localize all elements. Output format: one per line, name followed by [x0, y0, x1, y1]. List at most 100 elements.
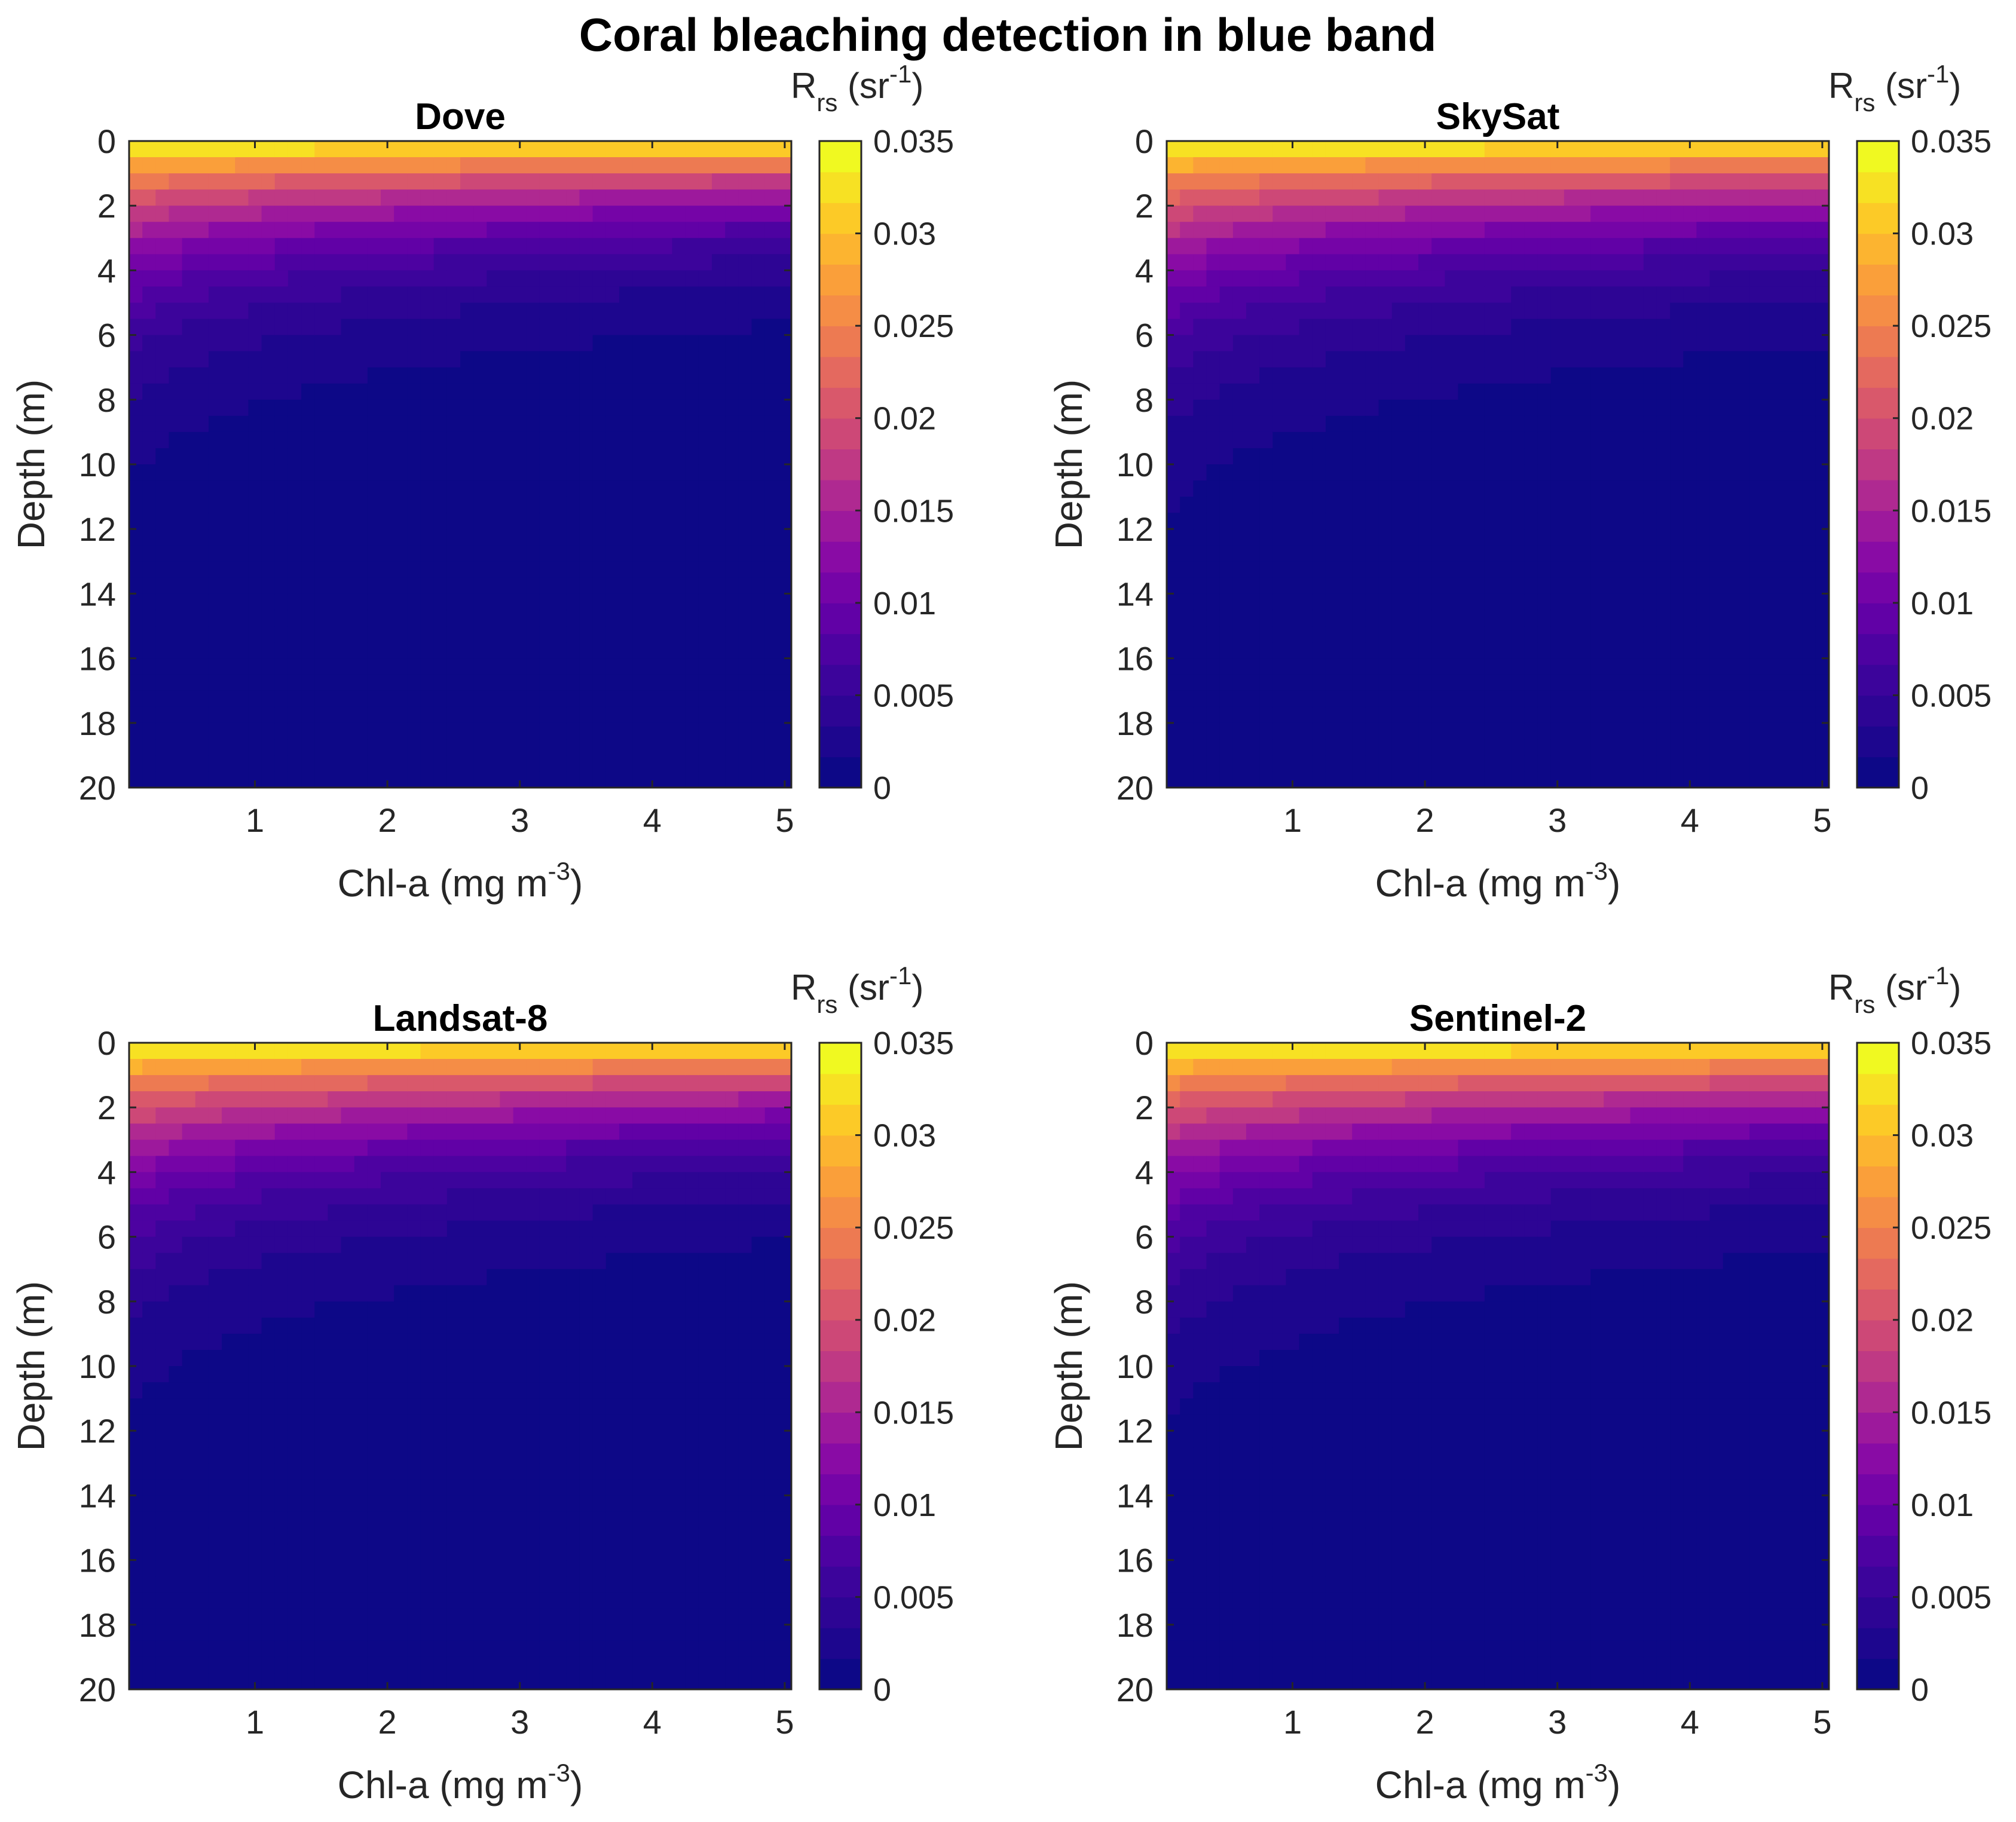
heatmap-cell: [169, 1382, 183, 1399]
heatmap-cell: [354, 593, 368, 611]
heatmap-cell: [751, 690, 766, 708]
heatmap-cell: [1180, 399, 1194, 417]
heatmap-cell: [1193, 658, 1207, 675]
heatmap-cell: [672, 189, 686, 206]
heatmap-cell: [1749, 739, 1763, 756]
heatmap-cell: [169, 1527, 183, 1545]
heatmap-cell: [420, 690, 435, 708]
heatmap-cell: [420, 722, 435, 740]
heatmap-cell: [1656, 690, 1671, 708]
heatmap-cell: [287, 431, 302, 449]
heatmap-cell: [1776, 206, 1790, 223]
heatmap-cell: [182, 1398, 196, 1415]
heatmap-cell: [1418, 157, 1432, 174]
heatmap-cell: [274, 1043, 289, 1059]
heatmap-cell: [1776, 690, 1790, 708]
heatmap-cell: [1577, 722, 1591, 740]
heatmap-cell: [553, 173, 567, 190]
heatmap-cell: [1339, 593, 1353, 611]
heatmap-cell: [685, 302, 699, 320]
heatmap-cell: [274, 335, 289, 352]
heatmap-cell: [354, 1317, 368, 1334]
heatmap-cell: [142, 1414, 157, 1431]
heatmap-cell: [487, 593, 501, 611]
heatmap-cell: [394, 497, 408, 513]
heatmap-cell: [394, 238, 408, 255]
heatmap-cell: [1431, 674, 1446, 691]
heatmap-cell: [1776, 238, 1790, 255]
heatmap-cell: [1670, 431, 1684, 449]
heatmap-cell: [1180, 577, 1194, 595]
heatmap-cell: [341, 1656, 355, 1674]
heatmap-cell: [169, 1140, 183, 1157]
heatmap-cell: [646, 302, 660, 320]
heatmap-cell: [446, 302, 461, 320]
heatmap-cell: [1749, 771, 1763, 788]
heatmap-cell: [1656, 706, 1671, 724]
heatmap-cell: [367, 270, 381, 287]
heatmap-cell: [1365, 674, 1379, 691]
heatmap-cell: [1763, 270, 1777, 287]
heatmap-cell: [473, 351, 488, 368]
heatmap-cell: [314, 674, 329, 691]
heatmap-cell: [1564, 222, 1578, 239]
heatmap-cell: [433, 351, 448, 368]
heatmap-cell: [208, 529, 222, 546]
heatmap-cell: [553, 755, 567, 772]
heatmap-cell: [1352, 238, 1366, 255]
heatmap-cell: [446, 319, 461, 336]
heatmap-cell: [500, 448, 514, 465]
heatmap-cell: [1577, 513, 1591, 529]
heatmap-cell: [208, 270, 222, 287]
heatmap-cell: [274, 1447, 289, 1464]
heatmap-cell: [1723, 415, 1737, 433]
heatmap-cell: [367, 1527, 381, 1545]
heatmap-cell: [195, 238, 209, 255]
heatmap-cell: [222, 529, 236, 546]
heatmap-cell: [1418, 545, 1432, 562]
heatmap-cell: [632, 642, 647, 659]
heatmap-cell: [672, 286, 686, 304]
heatmap-cell: [712, 545, 726, 562]
heatmap-cell: [1709, 577, 1724, 595]
y-tick-label: 6: [1135, 317, 1154, 354]
heatmap-cell: [1286, 561, 1300, 578]
heatmap-cell: [1736, 383, 1750, 400]
heatmap-cell: [195, 1527, 209, 1545]
heatmap-cell: [287, 1059, 302, 1076]
heatmap-cell: [235, 302, 249, 320]
colorbar-segment: [819, 725, 861, 758]
heatmap-cell: [1458, 497, 1472, 513]
heatmap-cell: [274, 431, 289, 449]
heatmap-cell: [513, 399, 527, 417]
heatmap-cell: [274, 1382, 289, 1399]
heatmap-cell: [235, 1673, 249, 1690]
heatmap-cell: [764, 722, 779, 740]
heatmap-cell: [1564, 722, 1578, 740]
heatmap-cell: [1418, 626, 1432, 643]
heatmap-cell: [698, 626, 712, 643]
heatmap-cell: [1352, 545, 1366, 562]
heatmap-cell: [1484, 238, 1498, 255]
heatmap-cell: [407, 722, 421, 740]
heatmap-cell: [314, 706, 329, 724]
heatmap-cell: [1232, 771, 1247, 788]
heatmap-cell: [659, 513, 673, 529]
heatmap-cell: [619, 497, 633, 513]
heatmap-cell: [712, 270, 726, 287]
heatmap-cell: [287, 513, 302, 529]
heatmap-cell: [1723, 141, 1737, 158]
heatmap-cell: [341, 189, 355, 206]
heatmap-cell: [592, 545, 607, 562]
heatmap-cell: [287, 206, 302, 223]
heatmap-cell: [605, 626, 620, 643]
heatmap-cell: [632, 238, 647, 255]
heatmap-cell: [1167, 319, 1180, 336]
heatmap-cell: [659, 771, 673, 788]
heatmap-cell: [1206, 270, 1220, 287]
heatmap-cell: [738, 626, 752, 643]
heatmap-cell: [328, 189, 342, 206]
heatmap-cell: [487, 545, 501, 562]
heatmap-cell: [129, 1333, 143, 1351]
heatmap-cell: [1709, 302, 1724, 320]
